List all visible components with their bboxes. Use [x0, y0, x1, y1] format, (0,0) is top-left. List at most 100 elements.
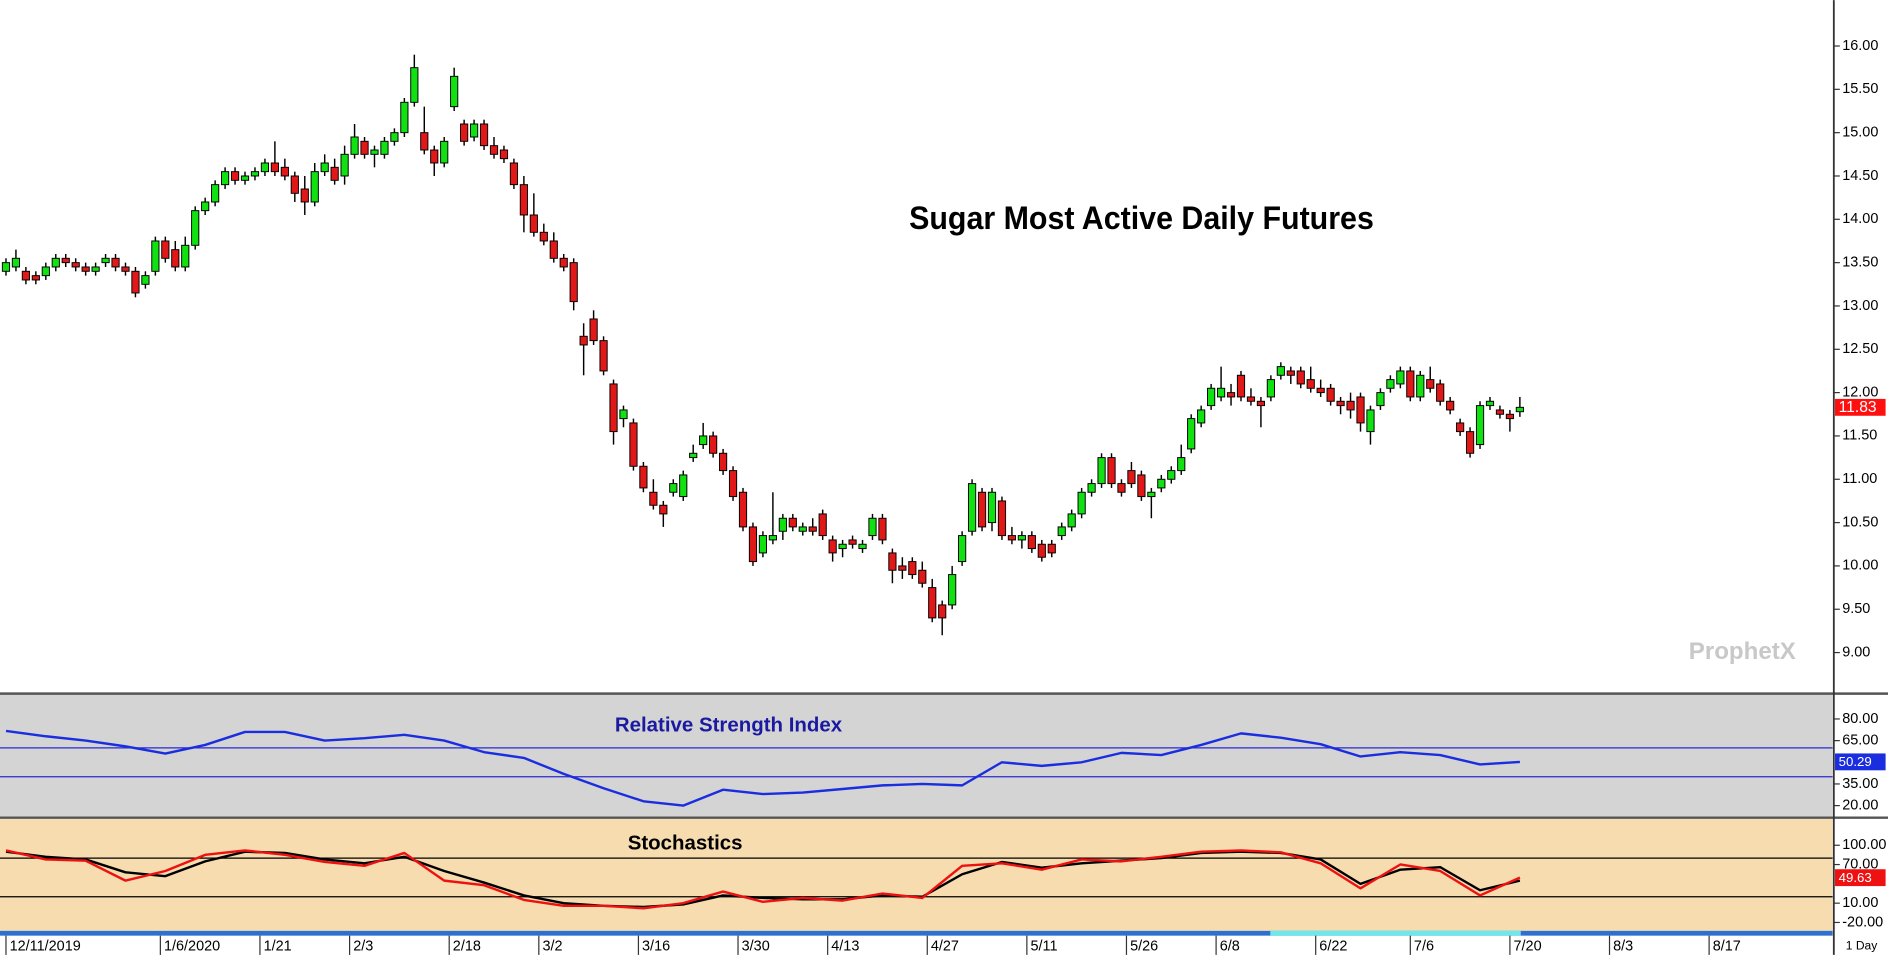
y-tick-label: 10.00	[1842, 558, 1878, 574]
candle-body	[679, 474, 688, 498]
last-value-box	[1835, 869, 1886, 887]
candle-body	[1047, 543, 1056, 554]
y-tick-label: 10.50	[1842, 514, 1878, 530]
candle-body	[1077, 491, 1086, 515]
candle-body	[300, 188, 309, 203]
candle-body	[1007, 535, 1017, 541]
candle-body	[569, 262, 578, 303]
line	[5, 729, 1520, 807]
candle-body	[151, 240, 160, 272]
line	[5, 849, 1521, 910]
candle-body	[320, 162, 329, 173]
candle-body	[460, 123, 469, 142]
candle-body	[1097, 457, 1106, 485]
candle-body	[1037, 543, 1046, 558]
candle-body	[529, 214, 538, 233]
candle-body	[539, 231, 548, 242]
y-tick-label: -20.00	[1842, 914, 1883, 930]
y-tick-label: 100.00	[1842, 837, 1886, 853]
candle-body	[31, 275, 40, 281]
candle-body	[599, 340, 608, 372]
candle-body	[1207, 387, 1216, 407]
candle-body	[201, 201, 210, 212]
y-tick-label: 11.00	[1842, 471, 1877, 487]
candle-body	[1276, 366, 1285, 376]
candle-body	[1296, 370, 1305, 385]
candle-body	[938, 604, 947, 619]
candle-body	[549, 240, 558, 259]
candle-body	[181, 244, 190, 268]
candle-body	[1246, 396, 1256, 402]
candle-body	[370, 149, 379, 155]
panel-title: Stochastics	[628, 832, 743, 855]
candle-body	[689, 452, 698, 459]
candle-body	[1087, 483, 1096, 493]
candle-body	[639, 465, 648, 489]
candle-body	[918, 569, 927, 584]
last-value-label: 50.29	[1839, 754, 1872, 769]
candle-body	[1117, 483, 1126, 493]
candle-body	[1396, 370, 1405, 385]
candle-body	[1475, 405, 1485, 446]
candle-body	[1316, 387, 1325, 394]
candle-body	[410, 67, 419, 103]
y-tick-label: 15.00	[1842, 124, 1878, 140]
stochastics-panel	[0, 818, 1833, 931]
candle-body	[211, 184, 220, 203]
candle-body	[220, 171, 230, 186]
candle-body	[360, 140, 369, 155]
last-value-label: 49.63	[1839, 870, 1872, 885]
panel-title: Relative Strength Index	[615, 714, 843, 737]
candle-body	[420, 132, 429, 151]
candle-body	[848, 539, 857, 545]
candle-body	[778, 517, 787, 532]
candle-body	[629, 422, 638, 467]
candle-body	[1416, 374, 1425, 398]
candle-body	[738, 491, 748, 528]
candle-body	[609, 383, 618, 433]
candle-body	[51, 257, 60, 268]
candle-body	[758, 535, 768, 554]
candle-body	[1495, 409, 1505, 415]
candle-body	[958, 535, 967, 563]
candle-body	[589, 318, 598, 342]
last-value-box	[1835, 753, 1886, 771]
y-tick-label: 14.50	[1842, 168, 1878, 184]
candle-body	[1366, 409, 1375, 433]
candle-body	[1446, 400, 1455, 411]
candle-body	[818, 513, 827, 537]
candle-body	[290, 175, 299, 194]
candle-body	[1236, 374, 1246, 398]
y-tick-label: 9.50	[1842, 601, 1870, 617]
x-tick-label: 1/21	[264, 938, 292, 954]
candle-body	[1256, 400, 1266, 407]
y-tick-label: 13.50	[1842, 254, 1878, 270]
candle-body	[728, 470, 738, 498]
candle-body	[967, 483, 977, 532]
candle-body	[171, 249, 180, 268]
candle-body	[340, 153, 349, 177]
candle-body	[141, 275, 150, 285]
candle-body	[1456, 422, 1465, 433]
candle-body	[489, 145, 499, 155]
candle-body	[1216, 387, 1226, 398]
candle-body	[1147, 491, 1156, 498]
x-tick-label: 3/30	[742, 938, 770, 954]
candle-body	[81, 266, 90, 272]
x-tick-label: 2/18	[453, 938, 481, 954]
x-tick-label: 12/11/2019	[10, 938, 81, 954]
candle-body	[1436, 383, 1445, 402]
candle-body	[430, 149, 439, 164]
x-tick-label: 6/8	[1220, 938, 1240, 954]
time-axis-bar	[0, 930, 1833, 936]
x-tick-label: 7/20	[1514, 938, 1542, 954]
candle-body	[1057, 526, 1066, 537]
candle-body	[380, 140, 389, 155]
candle-body	[71, 262, 80, 268]
y-tick-label: 14.00	[1842, 211, 1878, 227]
candle-body	[61, 257, 70, 264]
candle-body	[1067, 513, 1076, 528]
candle-body	[788, 517, 797, 528]
